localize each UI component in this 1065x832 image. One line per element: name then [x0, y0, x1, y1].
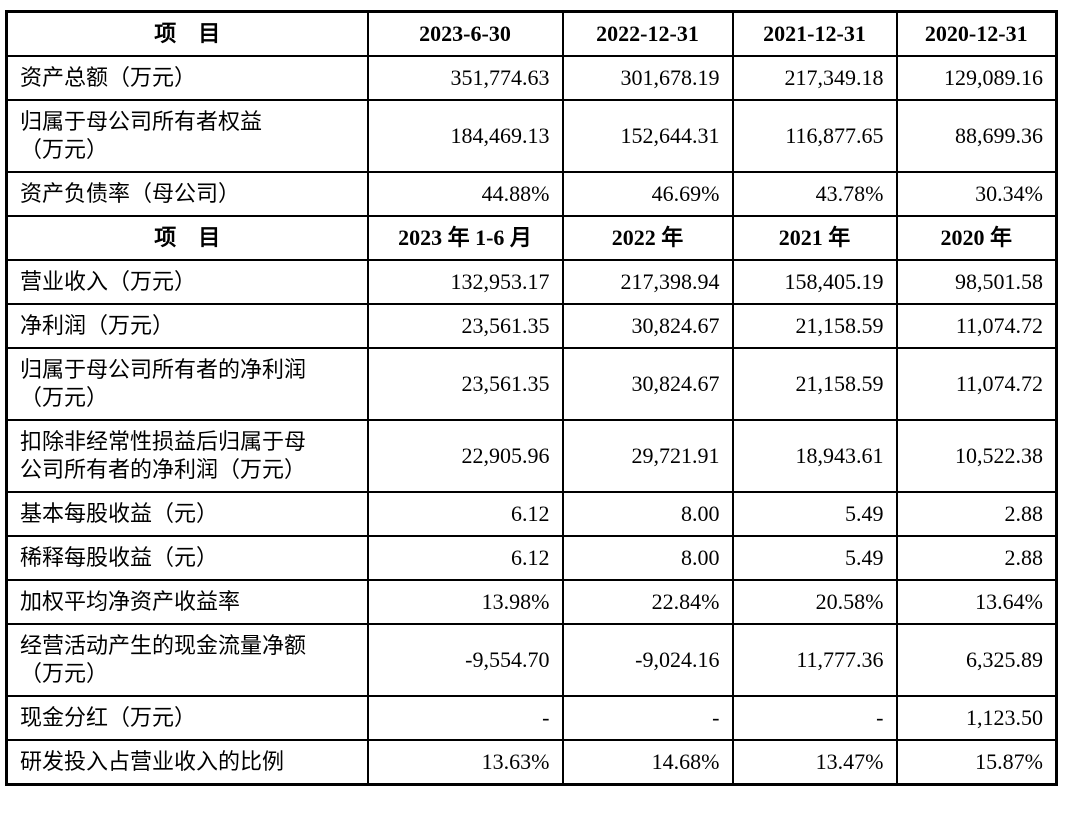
row-label: 现金分红（万元）: [5, 695, 369, 741]
table-header-row: 项 目 2023 年 1-6 月 2022 年 2021 年 2020 年: [5, 215, 1058, 261]
table-row: 资产总额（万元） 351,774.63 301,678.19 217,349.1…: [5, 55, 1058, 101]
row-label: 研发投入占营业收入的比例: [5, 739, 369, 786]
row-value: 29,721.91: [561, 419, 734, 493]
row-value: 10,522.38: [895, 419, 1058, 493]
row-label: 净利润（万元）: [5, 303, 369, 349]
row-label: 归属于母公司所有者权益 （万元）: [5, 99, 369, 173]
header-col: 2020-12-31: [895, 10, 1058, 57]
table-row: 现金分红（万元） - - - 1,123.50: [5, 695, 1058, 741]
row-label: 资产负债率（母公司）: [5, 171, 369, 217]
table-row: 基本每股收益（元） 6.12 8.00 5.49 2.88: [5, 491, 1058, 537]
row-value: 20.58%: [731, 579, 898, 625]
row-value: 44.88%: [366, 171, 564, 217]
row-value: 22,905.96: [366, 419, 564, 493]
row-value: 5.49: [731, 535, 898, 581]
row-value: 13.98%: [366, 579, 564, 625]
row-value: -9,554.70: [366, 623, 564, 697]
row-value: 46.69%: [561, 171, 734, 217]
row-value: 11,777.36: [731, 623, 898, 697]
table-row: 净利润（万元） 23,561.35 30,824.67 21,158.59 11…: [5, 303, 1058, 349]
row-value: 11,074.72: [895, 347, 1058, 421]
row-value: 8.00: [561, 491, 734, 537]
header-col: 2021 年: [731, 215, 898, 261]
row-value: 5.49: [731, 491, 898, 537]
row-value: 18,943.61: [731, 419, 898, 493]
header-col: 2023-6-30: [366, 10, 564, 57]
table-row: 资产负债率（母公司） 44.88% 46.69% 43.78% 30.34%: [5, 171, 1058, 217]
row-value: -9,024.16: [561, 623, 734, 697]
row-value: 152,644.31: [561, 99, 734, 173]
row-value: 21,158.59: [731, 347, 898, 421]
row-label: 营业收入（万元）: [5, 259, 369, 305]
row-value: 301,678.19: [561, 55, 734, 101]
row-value: 129,089.16: [895, 55, 1058, 101]
row-value: 23,561.35: [366, 347, 564, 421]
row-value: 22.84%: [561, 579, 734, 625]
row-value: 11,074.72: [895, 303, 1058, 349]
table-row: 归属于母公司所有者的净利润 （万元） 23,561.35 30,824.67 2…: [5, 347, 1058, 421]
row-value: 13.64%: [895, 579, 1058, 625]
row-label: 资产总额（万元）: [5, 55, 369, 101]
row-value: 14.68%: [561, 739, 734, 786]
row-value: -: [731, 695, 898, 741]
row-value: 43.78%: [731, 171, 898, 217]
table-row: 营业收入（万元） 132,953.17 217,398.94 158,405.1…: [5, 259, 1058, 305]
table-header-row: 项 目 2023-6-30 2022-12-31 2021-12-31 2020…: [5, 10, 1058, 57]
row-value: 23,561.35: [366, 303, 564, 349]
row-value: 132,953.17: [366, 259, 564, 305]
row-value: 88,699.36: [895, 99, 1058, 173]
row-value: 116,877.65: [731, 99, 898, 173]
row-label: 基本每股收益（元）: [5, 491, 369, 537]
row-value: 1,123.50: [895, 695, 1058, 741]
table-row: 加权平均净资产收益率 13.98% 22.84% 20.58% 13.64%: [5, 579, 1058, 625]
table-row: 扣除非经常性损益后归属于母 公司所有者的净利润（万元） 22,905.96 29…: [5, 419, 1058, 493]
header-col: 2021-12-31: [731, 10, 898, 57]
header-col: 2022-12-31: [561, 10, 734, 57]
row-value: 30.34%: [895, 171, 1058, 217]
table-body: 项 目 2023-6-30 2022-12-31 2021-12-31 2020…: [5, 10, 1058, 786]
row-value: 2.88: [895, 535, 1058, 581]
row-label: 稀释每股收益（元）: [5, 535, 369, 581]
table-row: 研发投入占营业收入的比例 13.63% 14.68% 13.47% 15.87%: [5, 739, 1058, 786]
header-col: 2023 年 1-6 月: [366, 215, 564, 261]
row-value: 217,349.18: [731, 55, 898, 101]
row-value: 184,469.13: [366, 99, 564, 173]
row-value: -: [561, 695, 734, 741]
row-value: 98,501.58: [895, 259, 1058, 305]
row-value: 30,824.67: [561, 303, 734, 349]
row-value: 15.87%: [895, 739, 1058, 786]
row-value: 13.47%: [731, 739, 898, 786]
row-value: 217,398.94: [561, 259, 734, 305]
row-label: 扣除非经常性损益后归属于母 公司所有者的净利润（万元）: [5, 419, 369, 493]
header-item-label: 项 目: [5, 215, 369, 261]
row-label: 加权平均净资产收益率: [5, 579, 369, 625]
row-value: 6,325.89: [895, 623, 1058, 697]
financial-summary-table: 项 目 2023-6-30 2022-12-31 2021-12-31 2020…: [5, 10, 1058, 786]
row-value: 2.88: [895, 491, 1058, 537]
row-value: -: [366, 695, 564, 741]
row-value: 13.63%: [366, 739, 564, 786]
table-row: 经营活动产生的现金流量净额 （万元） -9,554.70 -9,024.16 1…: [5, 623, 1058, 697]
row-value: 30,824.67: [561, 347, 734, 421]
row-value: 351,774.63: [366, 55, 564, 101]
header-col: 2022 年: [561, 215, 734, 261]
row-value: 6.12: [366, 491, 564, 537]
row-label: 归属于母公司所有者的净利润 （万元）: [5, 347, 369, 421]
row-value: 6.12: [366, 535, 564, 581]
header-item-label: 项 目: [5, 10, 369, 57]
table-row: 归属于母公司所有者权益 （万元） 184,469.13 152,644.31 1…: [5, 99, 1058, 173]
header-col: 2020 年: [895, 215, 1058, 261]
row-value: 21,158.59: [731, 303, 898, 349]
table-row: 稀释每股收益（元） 6.12 8.00 5.49 2.88: [5, 535, 1058, 581]
row-value: 158,405.19: [731, 259, 898, 305]
row-value: 8.00: [561, 535, 734, 581]
row-label: 经营活动产生的现金流量净额 （万元）: [5, 623, 369, 697]
